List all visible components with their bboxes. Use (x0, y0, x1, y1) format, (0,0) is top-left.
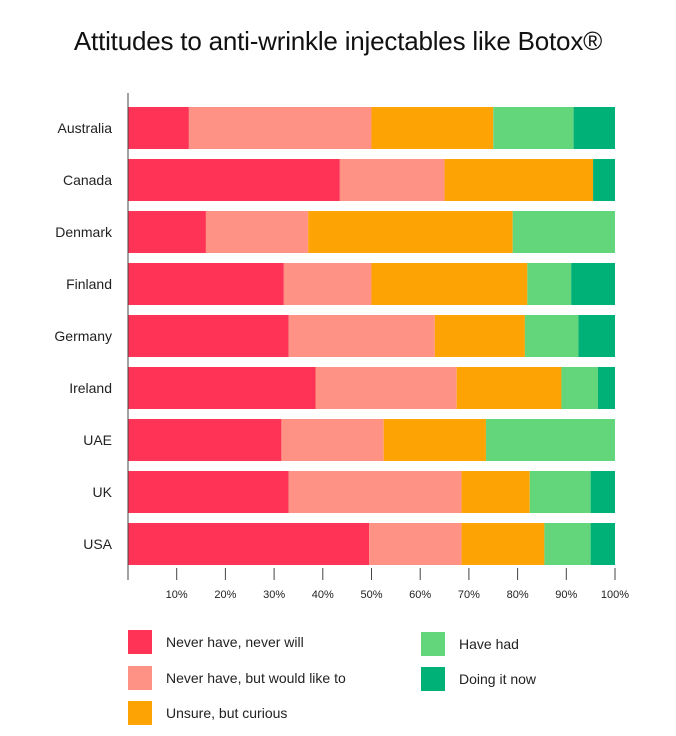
legend-item-unsure-but-curious: Unsure, but curious (128, 700, 287, 726)
bar-germany-have-had (524, 315, 579, 357)
bar-uae-have-had (485, 419, 615, 461)
bar-denmark-have-had (512, 211, 615, 253)
bar-denmark-unsure-but-curious (308, 211, 513, 253)
legend-item-doing-it-now: Doing it now (421, 666, 536, 692)
bar-denmark-never-have-never-will (128, 211, 206, 253)
legend-item-never-have-never-will: Never have, never will (128, 629, 304, 655)
legend-swatch (421, 667, 445, 691)
category-label-uk: UK (93, 484, 113, 500)
bar-usa-doing-it-now (590, 523, 615, 565)
bar-usa-never-have-but-would-like-to (369, 523, 462, 565)
bar-canada-never-have-never-will (128, 159, 340, 201)
bar-ireland-unsure-but-curious (456, 367, 562, 409)
x-axis: 10% 20% 30% 40% 50% 60% 70% 80% 90% 100% (127, 93, 629, 601)
legend-label: Never have, never will (166, 634, 304, 650)
legend-swatch (128, 630, 152, 654)
x-tick-label-30: 30% (263, 589, 285, 601)
category-label-canada: Canada (63, 172, 112, 188)
x-tick-label-80: 80% (507, 589, 529, 601)
x-tick-label-70: 70% (458, 589, 480, 601)
bar-finland-unsure-but-curious (371, 263, 528, 305)
legend-swatch (421, 632, 445, 656)
bar-germany-unsure-but-curious (434, 315, 525, 357)
bar-finland-doing-it-now (571, 263, 615, 305)
category-label-ireland: Ireland (69, 380, 112, 396)
category-labels: Australia Canada Denmark Finland Germany Irel… (54, 120, 113, 552)
bar-australia-never-have-but-would-like-to (188, 107, 372, 149)
bar-australia-unsure-but-curious (371, 107, 494, 149)
chart-title: Attitudes to anti-wrinkle injectables li… (73, 26, 603, 56)
bar-ireland-never-have-but-would-like-to (315, 367, 457, 409)
legend-label: Have had (459, 636, 519, 652)
bar-uae-never-have-never-will (128, 419, 282, 461)
bar-uk-never-have-never-will (128, 471, 289, 513)
legend-item-never-have-but-would-like-to: Never have, but would like to (128, 665, 346, 691)
bar-germany-doing-it-now (578, 315, 615, 357)
x-tick-label-50: 50% (360, 589, 382, 601)
bar-uae-never-have-but-would-like-to (281, 419, 384, 461)
bar-uk-never-have-but-would-like-to (288, 471, 462, 513)
legend-label: Unsure, but curious (166, 705, 288, 721)
x-tick-label-20: 20% (214, 589, 236, 601)
x-tick-label-40: 40% (312, 589, 334, 601)
bar-ireland-have-had (561, 367, 598, 409)
category-label-germany: Germany (54, 328, 112, 344)
x-tick-label-60: 60% (409, 589, 431, 601)
bar-canada-doing-it-now (593, 159, 615, 201)
legend-item-have-had: Have had (421, 631, 519, 657)
category-label-uae: UAE (83, 432, 112, 448)
bar-uk-doing-it-now (590, 471, 615, 513)
bar-ireland-doing-it-now (597, 367, 615, 409)
bar-uae-unsure-but-curious (383, 419, 486, 461)
category-label-denmark: Denmark (55, 224, 113, 240)
bar-usa-have-had (544, 523, 591, 565)
bar-germany-never-have-never-will (128, 315, 289, 357)
legend-label: Never have, but would like to (166, 670, 346, 686)
category-label-usa: USA (83, 536, 112, 552)
bar-australia-doing-it-now (573, 107, 615, 149)
x-tick-label-100: 100% (601, 589, 629, 601)
bars-group (128, 107, 615, 565)
bar-usa-never-have-never-will (128, 523, 370, 565)
bar-finland-have-had (527, 263, 572, 305)
x-tick-label-10: 10% (166, 589, 188, 601)
bar-denmark-never-have-but-would-like-to (205, 211, 309, 253)
bar-uk-unsure-but-curious (461, 471, 530, 513)
legend-label: Doing it now (459, 671, 537, 687)
bar-germany-never-have-but-would-like-to (288, 315, 435, 357)
bar-uk-have-had (529, 471, 591, 513)
category-label-finland: Finland (66, 276, 112, 292)
bar-ireland-never-have-never-will (128, 367, 316, 409)
bar-australia-never-have-never-will (128, 107, 189, 149)
bar-australia-have-had (493, 107, 574, 149)
bar-finland-never-have-but-would-like-to (283, 263, 372, 305)
legend-swatch (128, 666, 152, 690)
bar-finland-never-have-never-will (128, 263, 284, 305)
category-label-australia: Australia (58, 120, 113, 136)
x-tick-label-90: 90% (555, 589, 577, 601)
bar-usa-unsure-but-curious (461, 523, 545, 565)
bar-canada-never-have-but-would-like-to (339, 159, 445, 201)
legend-swatch (128, 701, 152, 725)
bar-canada-unsure-but-curious (444, 159, 594, 201)
